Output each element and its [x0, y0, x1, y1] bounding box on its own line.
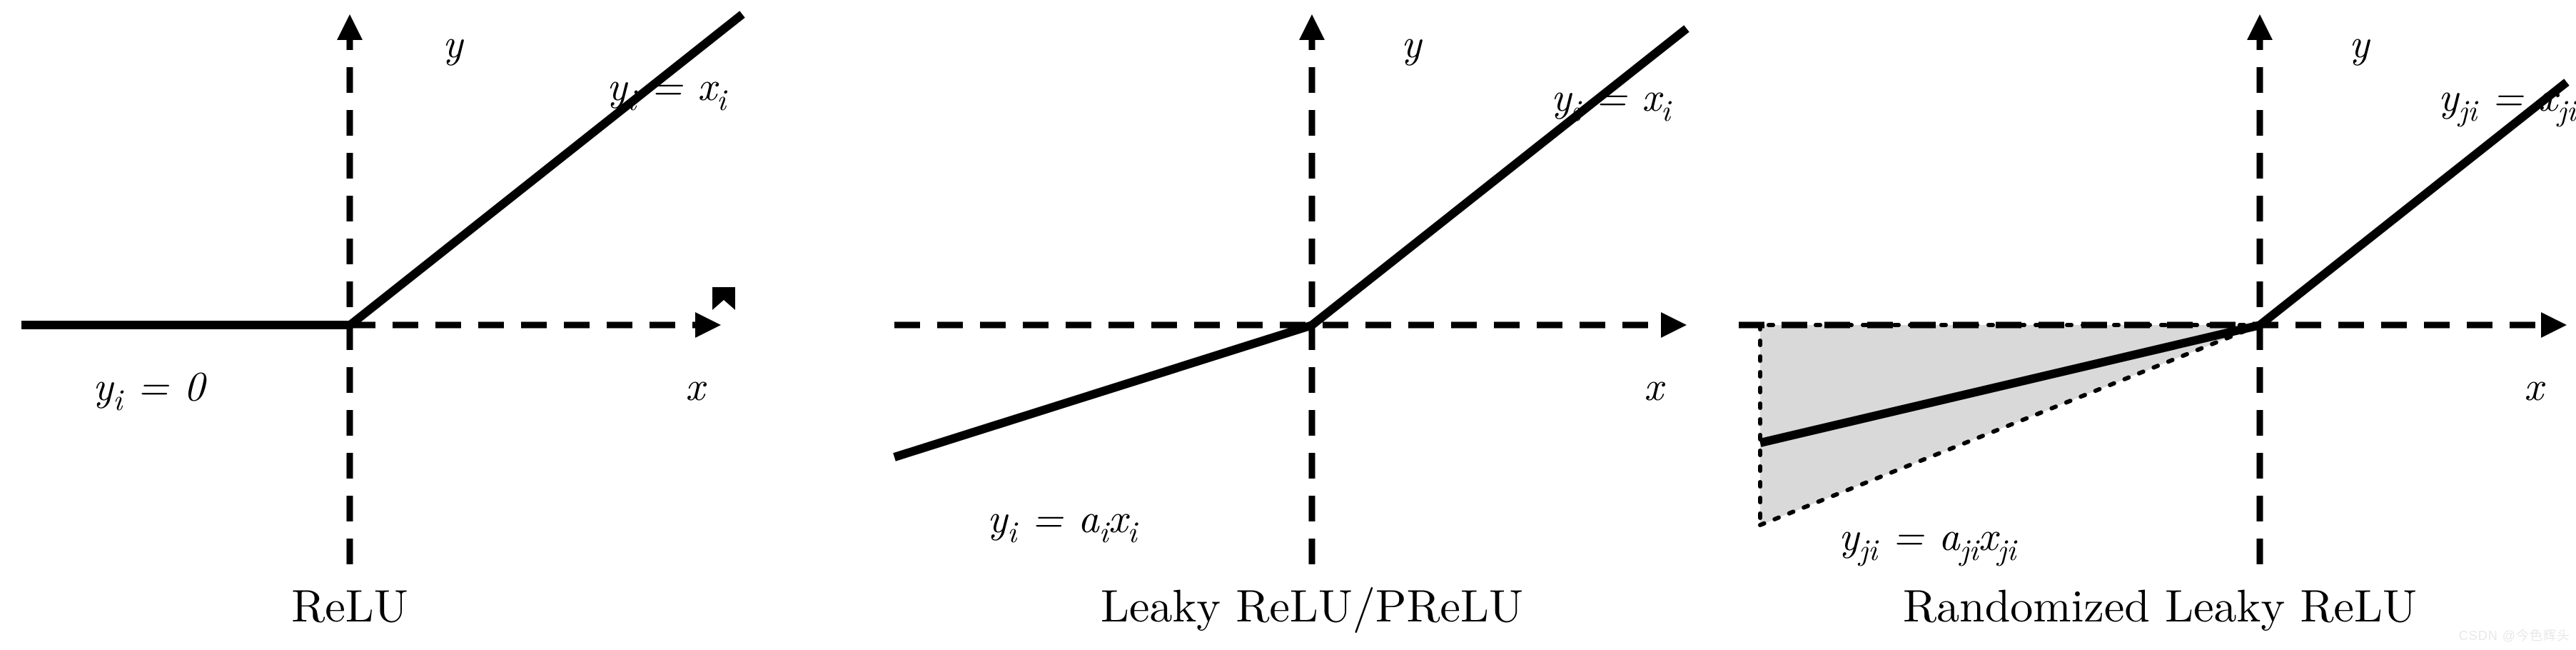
panel-caption: ReLU — [291, 570, 408, 635]
panel-relu-svg: y x yi = 0 yi = xi ReLU — [0, 0, 859, 650]
pos-eq-label: yji = xji — [2438, 64, 2576, 130]
y-axis-label: y — [2349, 11, 2370, 69]
figure-row: y x yi = 0 yi = xi ReLU y x — [0, 0, 2576, 650]
panel-relu: y x yi = 0 yi = xi ReLU — [0, 0, 859, 650]
labels: y x yi = 0 yi = xi — [93, 11, 728, 419]
labels: y x yi = aixi yi = xi — [987, 11, 1672, 551]
x-axis-label: x — [2524, 354, 2546, 412]
x-axis-label: x — [1644, 354, 1666, 412]
relu-curve — [21, 14, 742, 326]
neg-eq-label: yji = ajixji — [1839, 504, 2018, 569]
panel-leaky-svg: y x yi = aixi yi = xi Leaky ReLU/PReLU — [859, 0, 1717, 650]
panel-caption: Randomized Leaky ReLU — [1903, 570, 2417, 635]
labels: y x yji = ajixji yji = xji — [1839, 11, 2576, 569]
y-axis-label: y — [1401, 11, 1423, 69]
neg-eq-label: yi = 0 — [93, 354, 207, 419]
panel-rrelu: y x yji = ajixji yji = xji Randomized Le… — [1717, 0, 2576, 650]
bookmark-marker — [712, 287, 735, 310]
pos-eq-label: yi = xi — [607, 54, 728, 119]
pos-eq-label: yi = xi — [1551, 64, 1672, 130]
x-axis-label: x — [685, 354, 707, 412]
y-axis-label: y — [443, 11, 464, 69]
panel-caption: Leaky ReLU/PReLU — [1101, 570, 1523, 635]
neg-eq-label: yi = aixi — [987, 486, 1139, 551]
panel-leaky-relu: y x yi = aixi yi = xi Leaky ReLU/PReLU — [859, 0, 1717, 650]
panel-rrelu-svg: y x yji = ajixji yji = xji Randomized Le… — [1717, 0, 2576, 650]
